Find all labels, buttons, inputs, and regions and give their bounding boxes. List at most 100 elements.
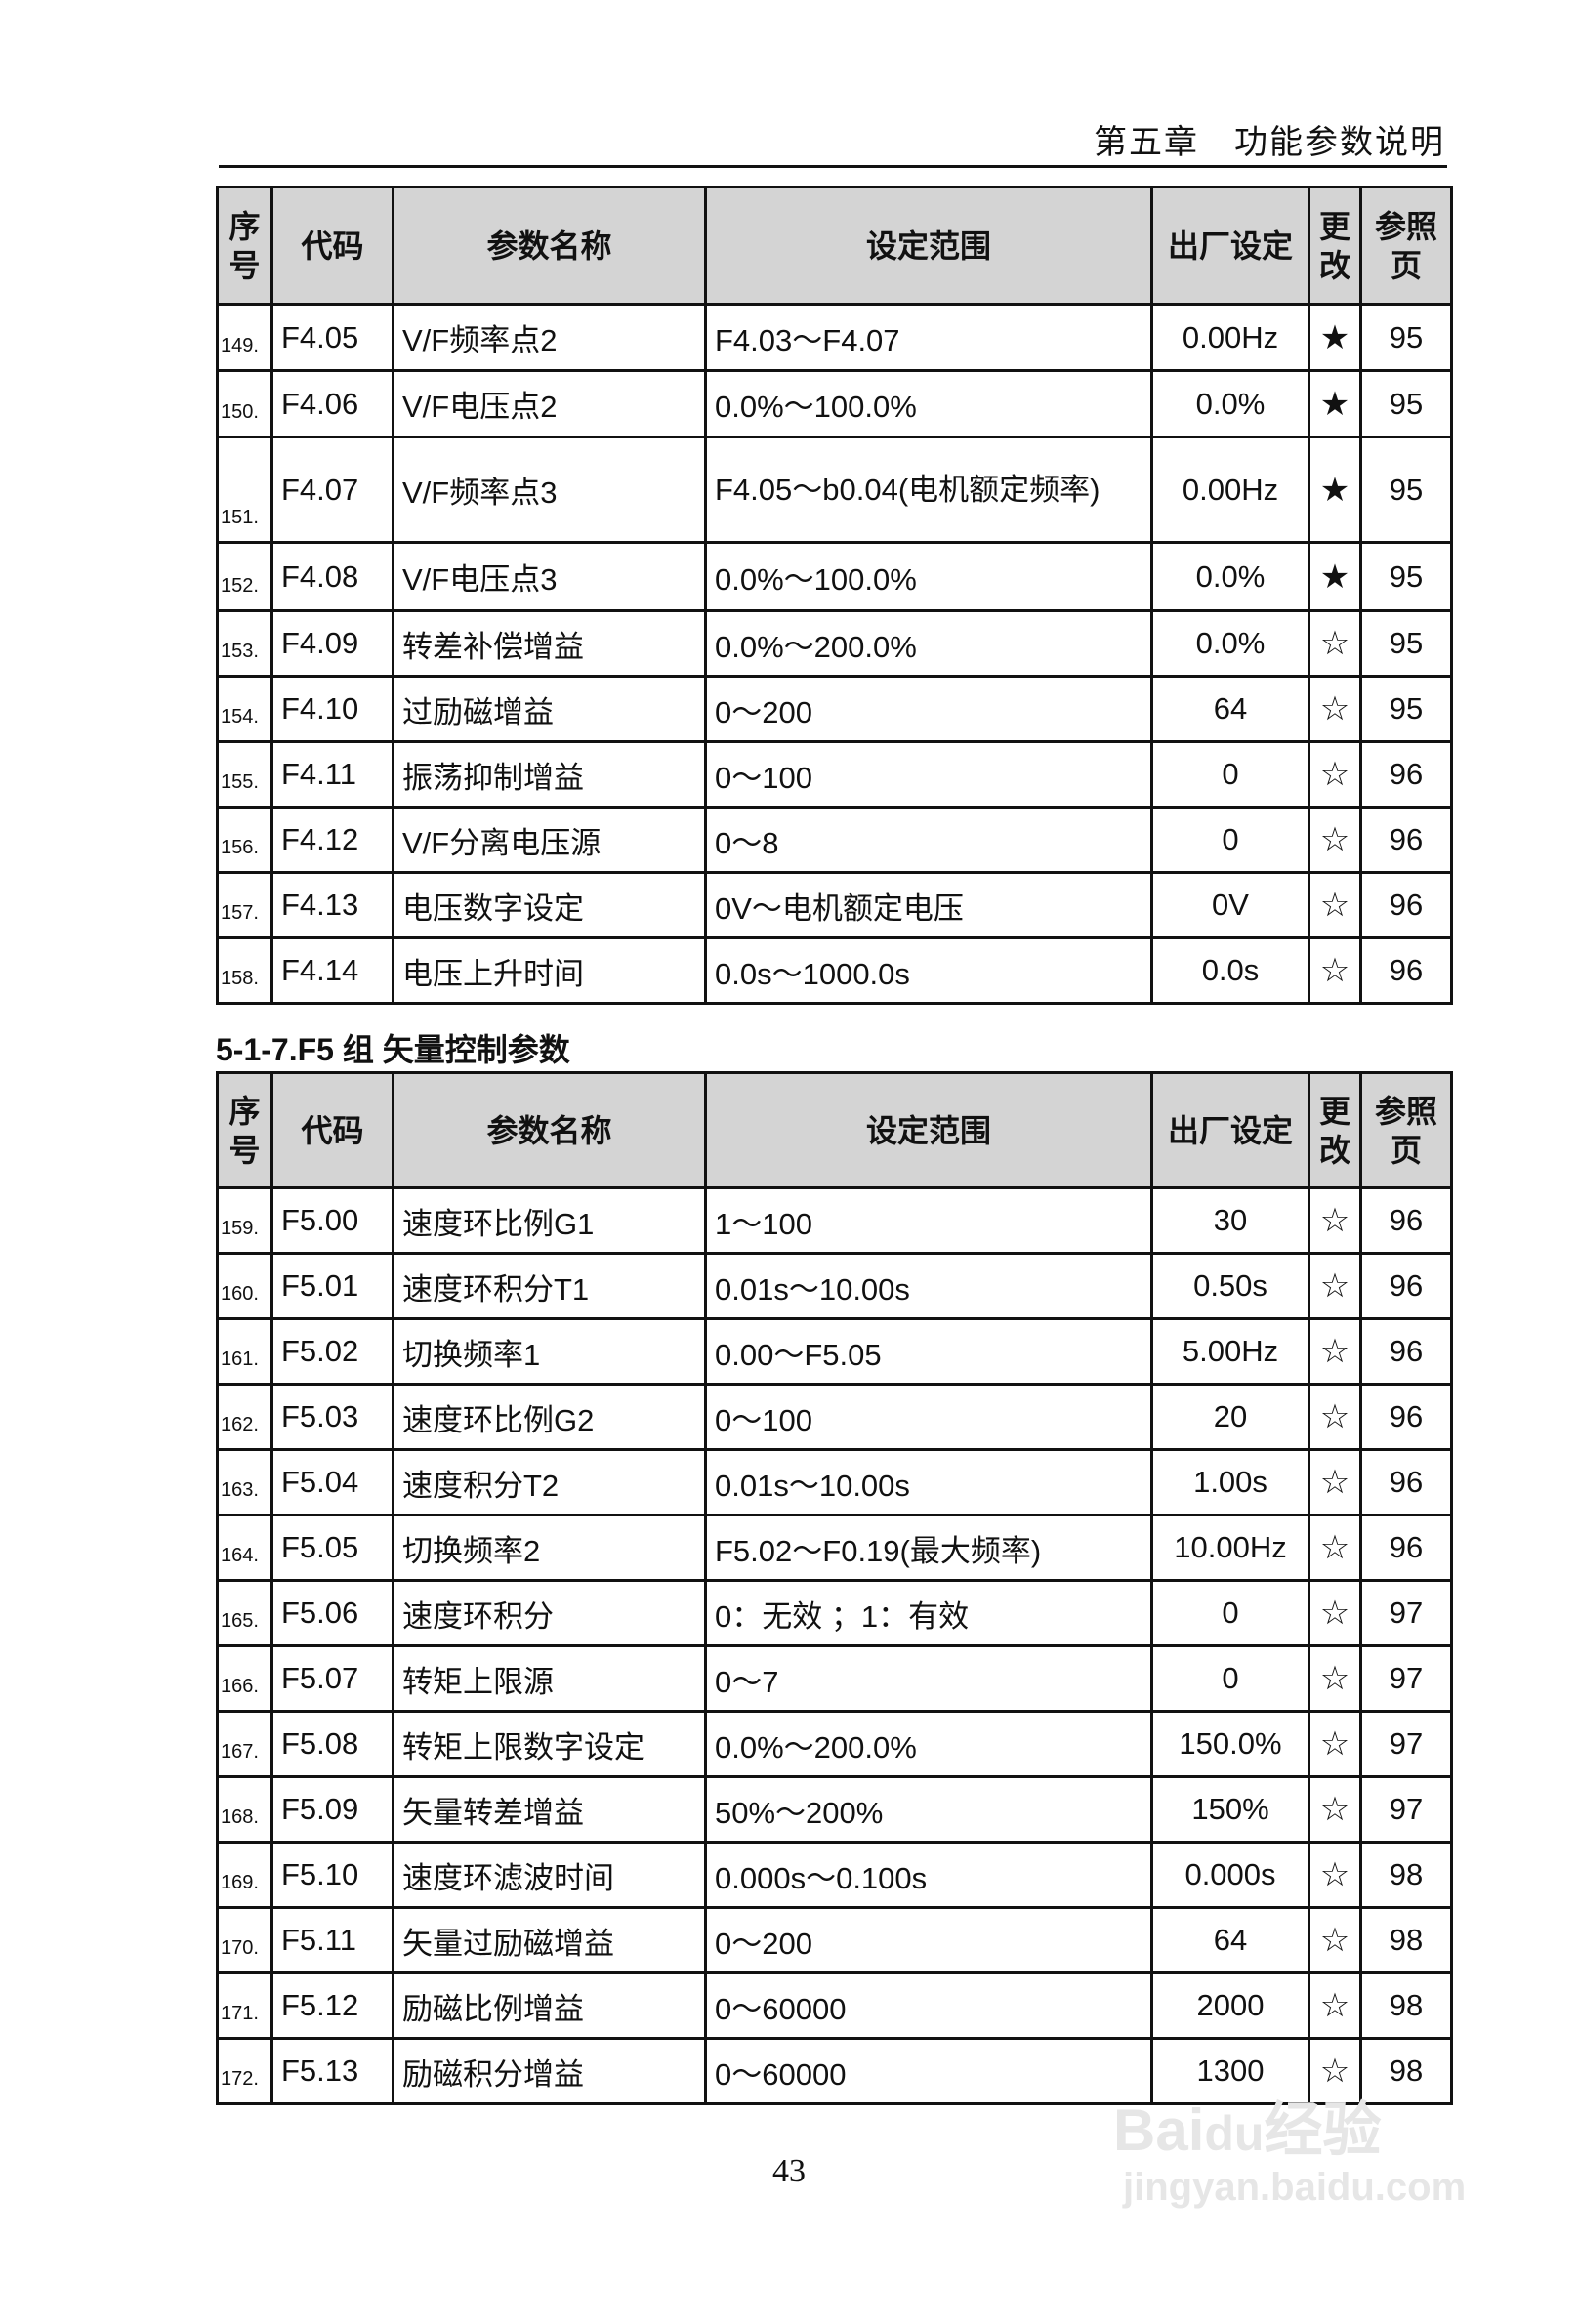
table-row: 161. F5.02 切换频率1 0.00～F5.05 5.00Hz ☆ 96	[216, 1317, 1453, 1386]
col-page-cell: 98	[1359, 2037, 1453, 2105]
col-name-cell: 矢量过励磁增益	[392, 1906, 707, 1974]
col-page-cell: 96	[1359, 871, 1453, 939]
col-code-header: 代码	[270, 186, 394, 306]
table-row: 151. F4.07 V/F频率点3 F4.05～b0.04(电机额定频率) 0.00H…	[216, 436, 1453, 544]
col-page-cell: 98	[1359, 1906, 1453, 1974]
col-change-cell: ☆	[1308, 1710, 1362, 1778]
col-change-cell: ☆	[1308, 806, 1362, 874]
table-row: 149. F4.05 V/F频率点2 F4.03～F4.07 0.00Hz ★ 95	[216, 303, 1453, 372]
table-row: 164. F5.05 切换频率2 F5.02～F0.19(最大频率) 10.00Hz ☆ 9…	[216, 1514, 1453, 1582]
col-range-header: 设定范围	[704, 1071, 1153, 1189]
col-page-cell: 95	[1359, 303, 1453, 372]
col-no-cell: 171.	[216, 1971, 273, 2040]
col-default-cell: 64	[1150, 675, 1310, 743]
col-change-cell: ☆	[1308, 1644, 1362, 1713]
col-default-cell: 30	[1150, 1186, 1310, 1255]
col-range-cell: F5.02～F0.19(最大频率)	[704, 1514, 1153, 1582]
col-code-cell: F5.10	[270, 1841, 394, 1909]
col-no-cell: 169.	[216, 1841, 273, 1909]
col-code-cell: F4.11	[270, 740, 394, 809]
page-number: 43	[772, 2153, 806, 2189]
col-name-cell: 励磁积分增益	[392, 2037, 707, 2105]
col-no-cell: 167.	[216, 1710, 273, 1778]
col-range-cell: 0.0%～100.0%	[704, 541, 1153, 612]
col-default-cell: 2000	[1150, 1971, 1310, 2040]
col-default-cell: 0.50s	[1150, 1252, 1310, 1320]
col-code-cell: F5.01	[270, 1252, 394, 1320]
col-page-cell: 95	[1359, 436, 1453, 544]
col-range-header: 设定范围	[704, 186, 1153, 306]
col-default-cell: 1300	[1150, 2037, 1310, 2105]
table-row: 166. F5.07 转矩上限源 0～7 0 ☆ 97	[216, 1644, 1453, 1713]
col-change-cell: ☆	[1308, 740, 1362, 809]
col-change-cell: ☆	[1308, 1971, 1362, 2040]
table-row: 168. F5.09 矢量转差增益 50%～200% 150% ☆ 97	[216, 1775, 1453, 1844]
col-range-cell: 0.000s～0.100s	[704, 1841, 1153, 1909]
col-no-cell: 155.	[216, 740, 273, 809]
table-row: 165. F5.06 速度环积分 0：无效 ；1：有效 0 ☆ 97	[216, 1579, 1453, 1647]
col-code-cell: F4.09	[270, 609, 394, 678]
col-no-cell: 170.	[216, 1906, 273, 1974]
col-default-cell: 0	[1150, 806, 1310, 874]
col-range-cell: 0～100	[704, 740, 1153, 809]
col-page-cell: 96	[1359, 1252, 1453, 1320]
col-change-cell: ☆	[1308, 1579, 1362, 1647]
col-name-cell: 转差补偿增益	[392, 609, 707, 678]
col-page-cell: 95	[1359, 609, 1453, 678]
table-row: 162. F5.03 速度环比例G2 0～100 20 ☆ 96	[216, 1383, 1453, 1451]
table-row: 152. F4.08 V/F电压点3 0.0%～100.0% 0.0% ★ 95	[216, 541, 1453, 612]
col-name-header: 参数名称	[392, 1071, 707, 1189]
col-no-cell: 172.	[216, 2037, 273, 2105]
col-code-cell: F5.08	[270, 1710, 394, 1778]
parameter-table-f5: 序号 代码 参数名称 设定范围 出厂设定 更改 参照页 159. F5.00 速度环比例G1 1～…	[216, 1071, 1453, 2105]
col-range-cell: 0.0%～100.0%	[704, 369, 1153, 438]
col-name-cell: 电压数字设定	[392, 871, 707, 939]
col-change-cell: ☆	[1308, 1448, 1362, 1516]
col-name-header: 参数名称	[392, 186, 707, 306]
col-change-cell: ☆	[1308, 1317, 1362, 1386]
col-no-cell: 162.	[216, 1383, 273, 1451]
col-default-cell: 0.000s	[1150, 1841, 1310, 1909]
col-page-cell: 96	[1359, 1186, 1453, 1255]
col-default-cell: 5.00Hz	[1150, 1317, 1310, 1386]
col-page-cell: 95	[1359, 541, 1453, 612]
col-no-cell: 168.	[216, 1775, 273, 1844]
col-default-cell: 0.0%	[1150, 609, 1310, 678]
col-name-cell: 速度积分T2	[392, 1448, 707, 1516]
col-page-cell: 98	[1359, 1841, 1453, 1909]
table-row: 155. F4.11 振荡抑制增益 0～100 0 ☆ 96	[216, 740, 1453, 809]
col-no-cell: 156.	[216, 806, 273, 874]
col-range-cell: 0.0%～200.0%	[704, 609, 1153, 678]
col-change-cell: ★	[1308, 541, 1362, 612]
col-name-cell: 过励磁增益	[392, 675, 707, 743]
col-code-cell: F5.06	[270, 1579, 394, 1647]
col-no-cell: 166.	[216, 1644, 273, 1713]
table-row: 150. F4.06 V/F电压点2 0.0%～100.0% 0.0% ★ 95	[216, 369, 1453, 438]
col-code-cell: F5.11	[270, 1906, 394, 1974]
col-page-header: 参照页	[1359, 1071, 1453, 1189]
col-code-cell: F5.03	[270, 1383, 394, 1451]
col-change-cell: ☆	[1308, 1775, 1362, 1844]
watermark-logo: Baidu经验	[1113, 2097, 1382, 2163]
col-range-cell: 0.0%～200.0%	[704, 1710, 1153, 1778]
col-name-cell: 转矩上限数字设定	[392, 1710, 707, 1778]
watermark-url: jingyan.baidu.com	[1123, 2166, 1467, 2209]
col-code-cell: F4.08	[270, 541, 394, 612]
col-code-cell: F4.14	[270, 936, 394, 1005]
col-name-cell: 切换频率1	[392, 1317, 707, 1386]
parameter-table-f4: 序号 代码 参数名称 设定范围 出厂设定 更改 参照页 149. F4.05 V/F频率点2 F4…	[216, 186, 1453, 1005]
col-range-cell: 0～60000	[704, 1971, 1153, 2040]
col-range-cell: 0～60000	[704, 2037, 1153, 2105]
table-row: 156. F4.12 V/F分离电压源 0～8 0 ☆ 96	[216, 806, 1453, 874]
col-page-header: 参照页	[1359, 186, 1453, 306]
table-row: 158. F4.14 电压上升时间 0.0s～1000.0s 0.0s ☆ 96	[216, 936, 1453, 1005]
col-page-cell: 98	[1359, 1971, 1453, 2040]
col-name-cell: 转矩上限源	[392, 1644, 707, 1713]
col-change-cell: ☆	[1308, 609, 1362, 678]
col-range-cell: 0～100	[704, 1383, 1153, 1451]
col-name-cell: 切换频率2	[392, 1514, 707, 1582]
table-row: 160. F5.01 速度环积分T1 0.01s～10.00s 0.50s ☆ 96	[216, 1252, 1453, 1320]
col-range-cell: 0～200	[704, 1906, 1153, 1974]
col-range-cell: F4.03～F4.07	[704, 303, 1153, 372]
col-name-cell: V/F分离电压源	[392, 806, 707, 874]
